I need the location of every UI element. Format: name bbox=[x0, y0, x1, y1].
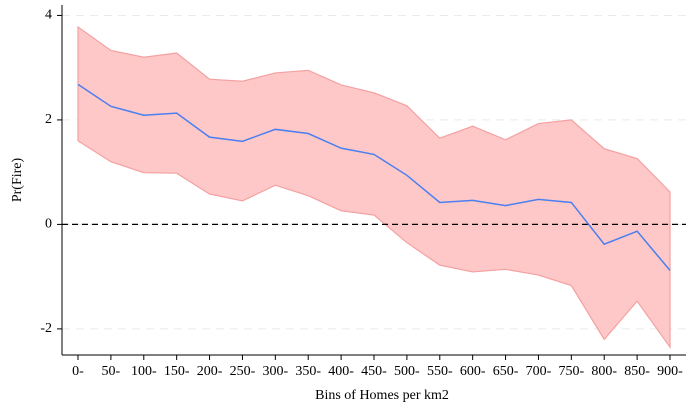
x-tick-label: 500- bbox=[394, 364, 420, 379]
x-tick-label: 800- bbox=[591, 364, 617, 379]
x-tick-label: 100- bbox=[131, 364, 157, 379]
x-tick-label: 50- bbox=[102, 364, 121, 379]
x-tick-label: 250- bbox=[230, 364, 256, 379]
x-tick-label: 650- bbox=[493, 364, 519, 379]
x-tick-label: 350- bbox=[295, 364, 321, 379]
x-tick-label: 400- bbox=[328, 364, 354, 379]
x-tick-label: 0- bbox=[72, 364, 84, 379]
x-tick-label: 550- bbox=[427, 364, 453, 379]
x-tick-label: 450- bbox=[361, 364, 387, 379]
y-tick-label: 0 bbox=[45, 217, 52, 232]
x-tick-label: 750- bbox=[558, 364, 584, 379]
x-tick-label: 600- bbox=[460, 364, 486, 379]
y-tick-label: 2 bbox=[45, 112, 52, 127]
x-tick-label: 300- bbox=[262, 364, 288, 379]
x-axis-label: Bins of Homes per km2 bbox=[315, 388, 449, 403]
x-tick-label: 150- bbox=[164, 364, 190, 379]
confidence-band bbox=[77, 25, 671, 350]
y-tick-label: 4 bbox=[45, 8, 52, 23]
y-axis-label: Pr(Fire) bbox=[10, 158, 25, 203]
x-tick-label: 850- bbox=[624, 364, 650, 379]
x-tick-label: 700- bbox=[526, 364, 552, 379]
line bbox=[77, 83, 671, 271]
x-tick-label: 200- bbox=[197, 364, 223, 379]
y-tick-label: -2 bbox=[40, 321, 52, 336]
x-tick-label: 900- bbox=[657, 364, 683, 379]
